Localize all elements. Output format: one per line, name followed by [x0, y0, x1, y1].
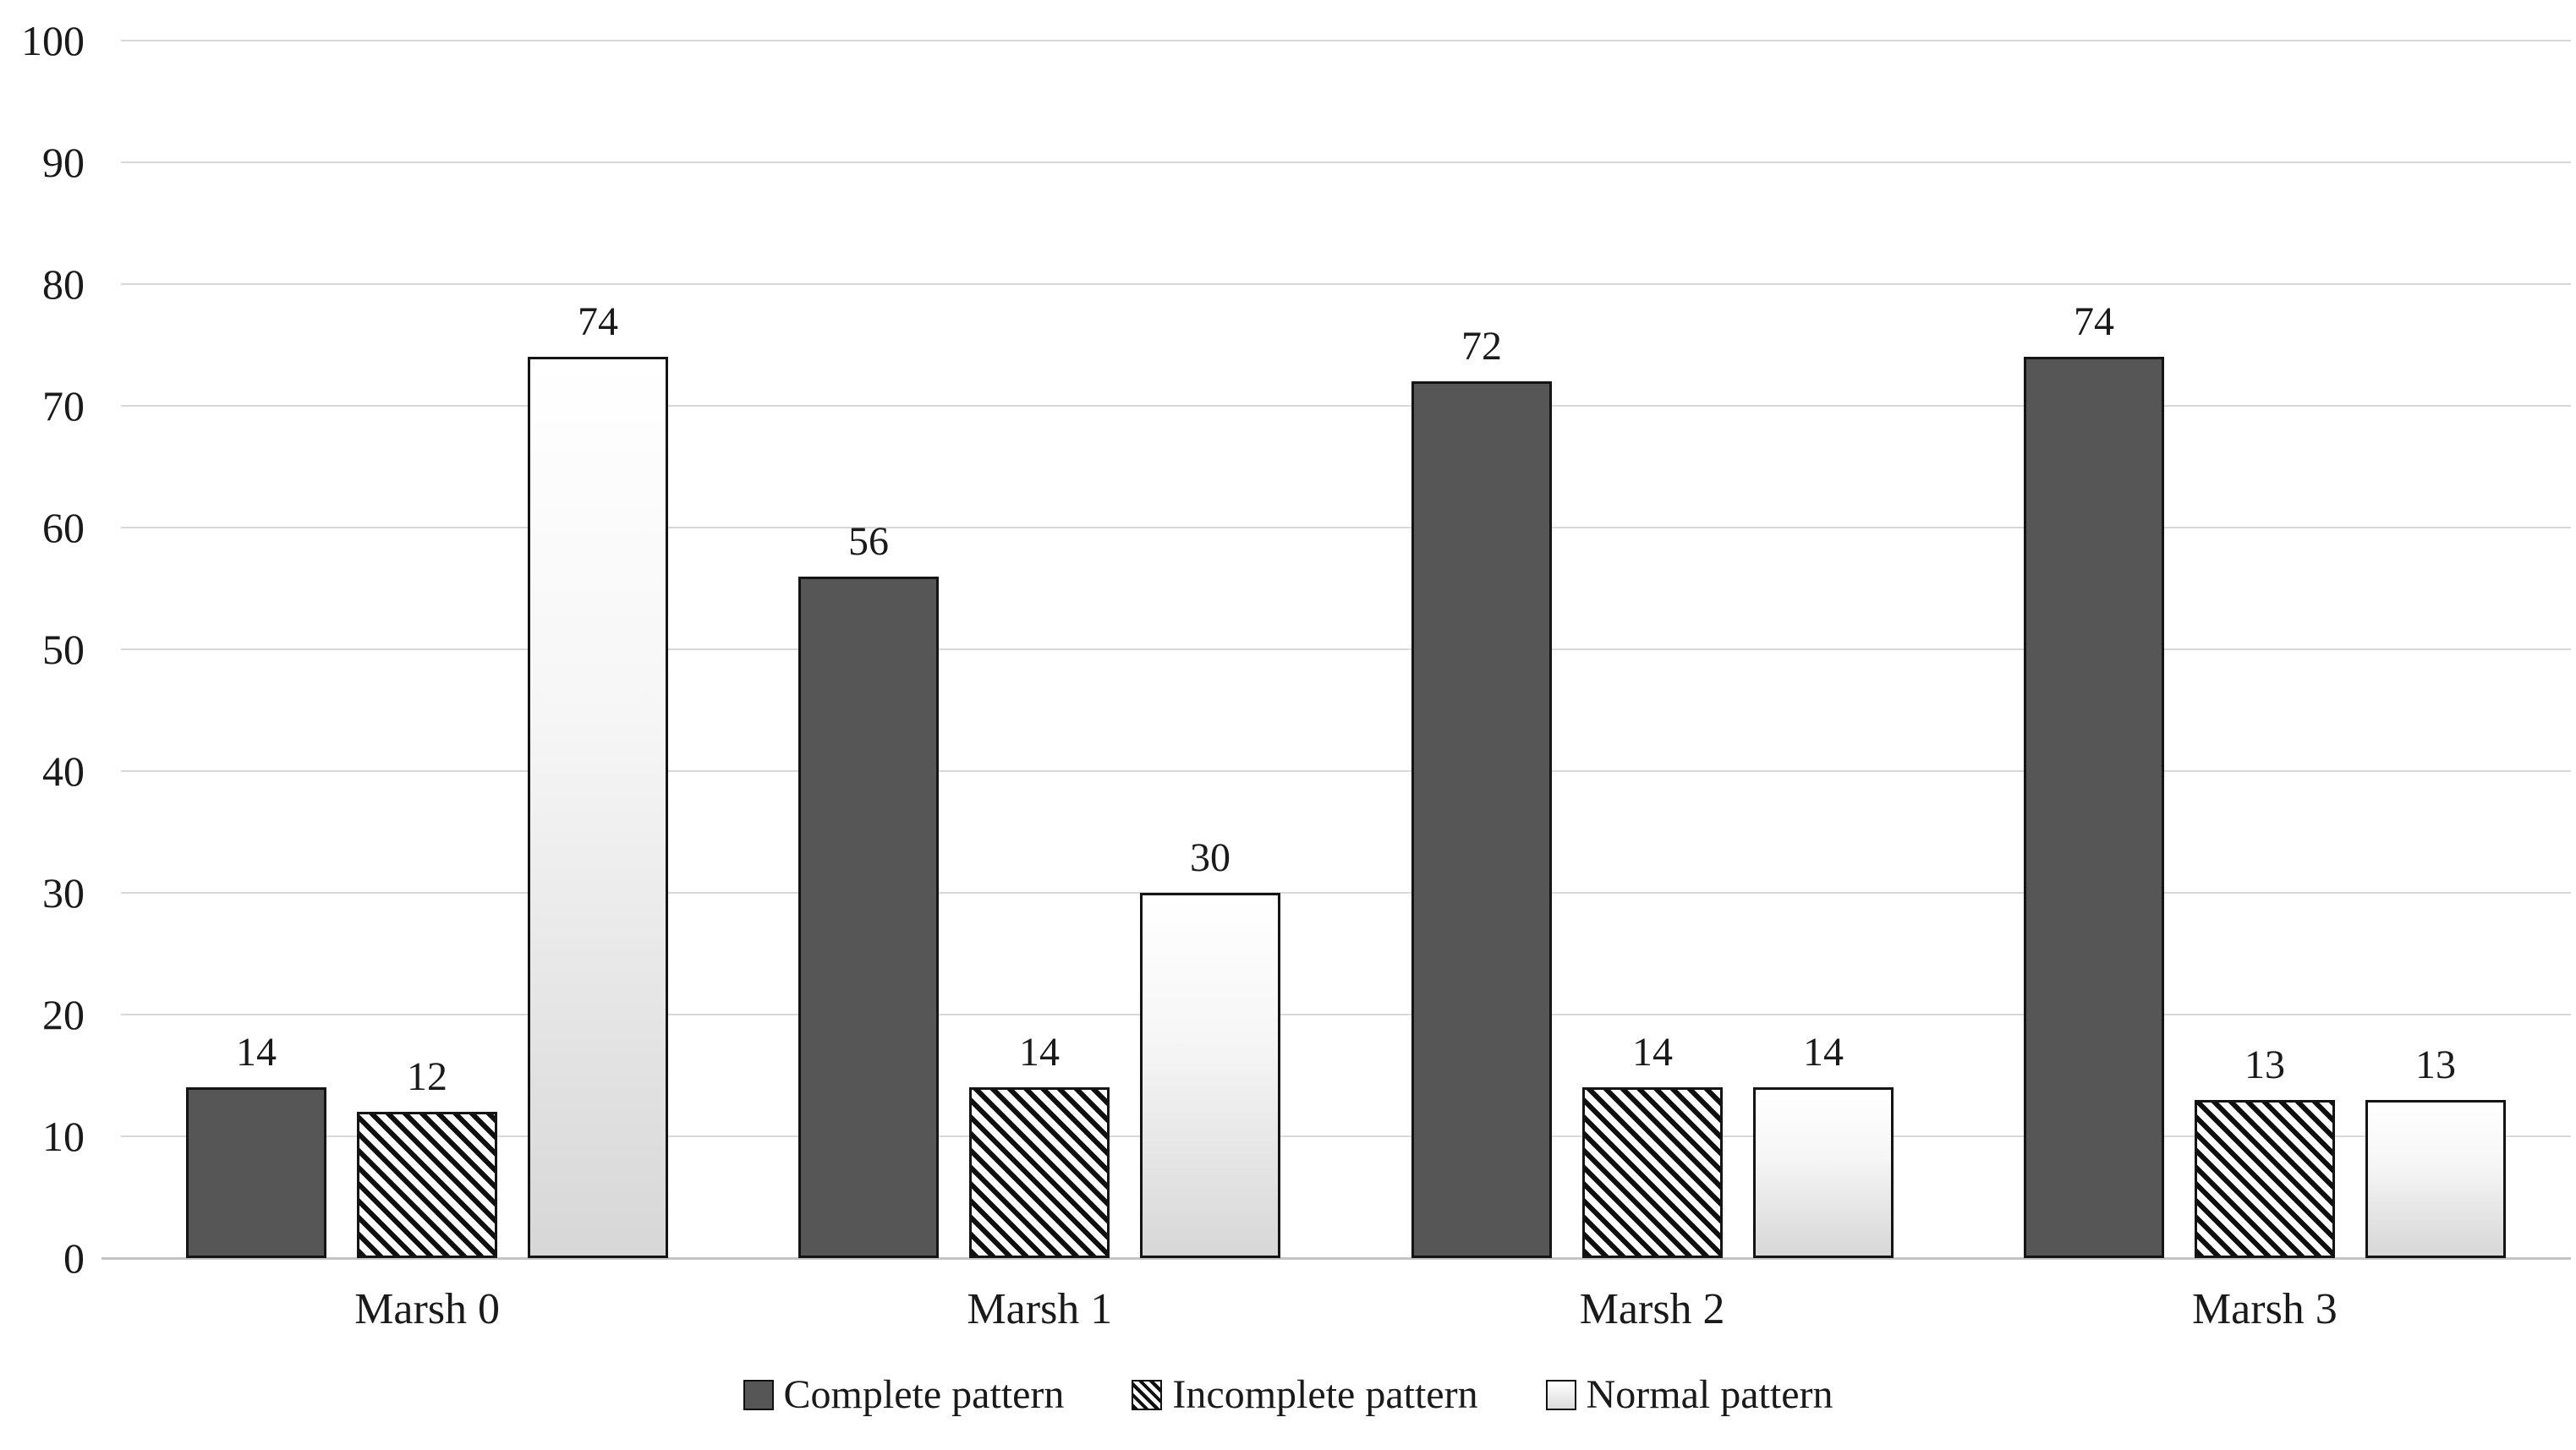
bar-light-gradient	[1140, 893, 1280, 1258]
gridline	[121, 1014, 2571, 1015]
bar-diagonal-hatch	[1582, 1087, 1723, 1258]
gridline	[121, 1135, 2571, 1137]
gridline	[121, 527, 2571, 528]
gridline	[121, 40, 2571, 41]
bar-value-label: 56	[848, 519, 889, 564]
legend-swatch-solid-dark	[743, 1380, 774, 1410]
y-axis-tick-label: 100	[21, 17, 85, 64]
bar-value-label: 30	[1190, 835, 1230, 880]
gridline	[121, 161, 2571, 163]
y-axis-tick-label: 90	[42, 139, 85, 186]
bar-value-label: 74	[2074, 299, 2114, 344]
legend-swatch-light-gradient	[1545, 1380, 1576, 1410]
bar-solid-dark	[186, 1087, 326, 1258]
category-label: Marsh 0	[354, 1285, 501, 1333]
bar-value-label: 74	[578, 299, 618, 344]
legend-label: Complete pattern	[783, 1372, 1065, 1417]
bar-diagonal-hatch	[2195, 1100, 2335, 1258]
bar-value-label: 13	[2244, 1042, 2285, 1087]
x-axis-baseline	[101, 1257, 2571, 1260]
category-label: Marsh 2	[1579, 1285, 1725, 1333]
gridline	[121, 770, 2571, 772]
y-axis-tick-label: 40	[42, 747, 85, 795]
bar-value-label: 13	[2415, 1042, 2456, 1087]
legend-swatch-diagonal-hatch	[1132, 1380, 1163, 1410]
bar-diagonal-hatch	[969, 1087, 1110, 1258]
y-axis-tick-label: 60	[42, 504, 85, 551]
y-axis-tick-label: 80	[42, 260, 85, 308]
gridline	[121, 648, 2571, 650]
legend-item: Normal pattern	[1545, 1371, 1833, 1420]
bar-solid-dark	[798, 577, 939, 1258]
bar-light-gradient	[2365, 1100, 2506, 1258]
bar-light-gradient	[1753, 1087, 1894, 1258]
legend: Complete pattern Incomplete pattern Normal…	[0, 1363, 2576, 1427]
legend-label: Incomplete pattern	[1172, 1372, 1478, 1417]
y-axis-tick-label: 30	[42, 869, 85, 917]
bar-diagonal-hatch	[357, 1112, 497, 1258]
category-label: Marsh 3	[2191, 1285, 2338, 1333]
y-axis-tick-label: 10	[42, 1113, 85, 1160]
category-label: Marsh 1	[967, 1285, 1113, 1333]
bar-value-label: 14	[236, 1030, 277, 1075]
legend-item: Incomplete pattern	[1132, 1371, 1478, 1420]
gridline	[121, 405, 2571, 407]
y-axis-tick-label: 20	[42, 991, 85, 1038]
bar-solid-dark	[1411, 381, 1552, 1258]
bar-value-label: 14	[1803, 1030, 1844, 1075]
bar-value-label: 14	[1019, 1030, 1060, 1075]
y-axis-tick-label: 0	[63, 1234, 85, 1282]
bar-value-label: 12	[407, 1054, 447, 1099]
bar-value-label: 14	[1632, 1030, 1673, 1075]
bar-solid-dark	[2024, 357, 2164, 1258]
bar-value-label: 72	[1461, 324, 1502, 369]
gridline	[121, 283, 2571, 285]
bar-light-gradient	[528, 357, 668, 1258]
legend-label: Normal pattern	[1586, 1372, 1833, 1417]
gridline	[121, 892, 2571, 894]
legend-item: Complete pattern	[743, 1371, 1065, 1420]
y-axis-tick-label: 50	[42, 626, 85, 673]
y-axis-tick-label: 70	[42, 382, 85, 430]
